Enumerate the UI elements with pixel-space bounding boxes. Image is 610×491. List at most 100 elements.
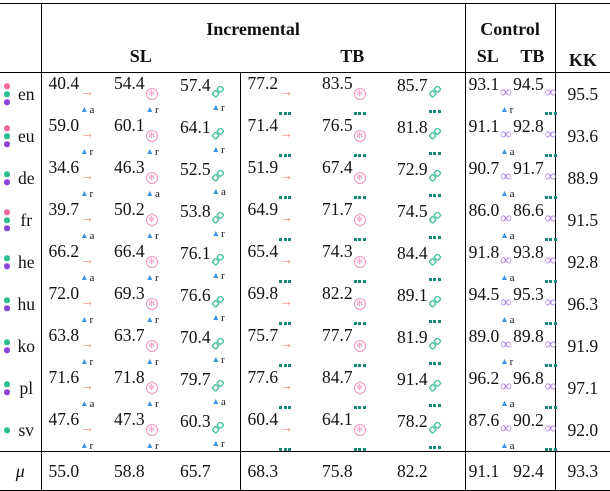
pink-dot-icon [4,83,10,89]
results-table: Incremental Control KK SL TB SL TB en 40.… [0,3,610,491]
cell-markers [428,170,442,197]
value-cell: 96.8 ∞ [510,367,557,409]
pink-dot-icon [4,209,10,215]
cell-value: 91.4 [397,369,428,389]
double-diamond-icon [211,296,225,308]
triangle-r-icon: ▲ r [211,144,225,156]
table-header: Incremental Control KK SL TB SL TB [0,3,610,73]
cell-markers: → [279,380,293,409]
cell-value: 71.4 [247,115,279,135]
value-cell: 66.2 → ▲ a [41,241,107,284]
arrow-icon: → [80,337,95,352]
cell-value: 59.0 [48,115,80,135]
double-diamond-icon [211,380,225,392]
cell-markers: → [279,422,293,451]
cell-value: 72.9 [397,159,428,179]
triangle-r-icon: ▲ r [145,272,159,284]
cell-value: 89.8 [513,325,544,346]
flower-icon: ✻ [145,130,158,142]
incremental-header: Incremental [41,3,466,41]
dotted-line-icon [428,446,441,449]
cell-markers: ✻ [353,130,367,157]
cell-markers: ▲ r [211,296,225,324]
flower-icon: ✻ [353,298,366,310]
double-diamond-icon [211,212,225,224]
cell-markers: → [279,337,294,367]
value-cell: 77.6 → [240,367,315,409]
arrow-icon: → [80,253,95,268]
mean-value-cell: 75.8 [315,451,390,491]
cell-markers: ∞ [544,420,558,451]
language-cell: hu [0,283,42,325]
value-cell: 71.8 ✻ ▲ r [107,367,173,410]
purple-dot-icon [4,225,10,231]
table-row: fr 39.7 → ▲ a 50.2 ✻ ▲ r 53.8 ▲ r 64.9 → 71.7 ✻ 74.5 86.0… [0,199,610,242]
infinity-icon: ∞ [500,335,512,353]
infinity-icon: ∞ [544,83,557,101]
cell-markers: → ▲ r [80,422,94,452]
cell-value: 64.9 [247,199,279,219]
pink-dot-icon [4,125,10,131]
green-dot-icon [4,297,10,303]
cell-markers [428,380,442,407]
value-cell: 94.5 ∞ ▲ a [465,283,515,326]
flower-icon: ✻ [145,382,158,394]
value-cell: 54.4 ✻ ▲ r [107,72,173,116]
triangle-r-icon: ▲ r [211,354,225,366]
cell-value: 69.3 [114,283,145,303]
cell-value: 96.8 [513,367,544,388]
language-label: en [17,83,35,104]
language-label: he [17,251,35,272]
language-label: fr [20,209,33,230]
kk-value-cell: 96.3 [567,293,599,314]
purple-dot-icon [4,179,10,185]
cell-markers: ✻ [353,172,367,199]
value-cell: 34.6 → ▲ r [41,157,107,200]
cell-value: 92.8 [513,115,544,136]
triangle-a-icon: ▲ a [80,272,95,284]
infinity-icon: ∞ [544,167,557,185]
cell-value: 63.8 [48,325,80,345]
value-cell: 46.3 ✻ ▲ a [107,157,173,200]
cell-value: 94.5 [513,73,544,94]
value-cell: 71.4 → [240,115,315,157]
value-cell: 94.5 ∞ [510,72,558,115]
double-diamond-icon [428,86,442,98]
language-cell: eu [0,115,42,157]
cell-markers [428,338,442,365]
dotted-line-icon [353,364,366,367]
purple-dot-icon [4,305,10,311]
cell-value: 95.3 [513,283,544,304]
double-diamond-icon [428,296,442,308]
value-cell: 92.8 ∞ [510,115,557,157]
cell-value: 66.2 [48,241,80,261]
arrow-icon: → [279,253,294,268]
cell-markers [428,128,442,155]
double-diamond-icon [428,380,442,392]
arrow-icon: → [279,337,294,352]
cell-markers: ∞ [544,83,558,115]
green-dot-icon [4,427,10,433]
value-cell: 76.6 ▲ r [173,283,241,325]
cell-markers: ✻ [353,256,367,283]
treebank-dots [4,427,10,433]
triangle-a-icon: ▲ a [500,145,515,158]
cell-value: 94.5 [468,283,500,304]
cell-markers: ✻ [353,340,367,367]
cell-markers: ✻ ▲ a [145,172,160,200]
cell-markers: → [279,212,293,241]
cell-markers: ∞ ▲ a [500,252,514,283]
kk-value-cell: 95.5 [555,72,610,115]
flower-icon: ✻ [353,88,366,100]
cell-markers [428,86,442,113]
cell-value: 96.2 [468,367,500,388]
cell-markers: ∞ ▲ r [500,335,513,367]
triangle-a-icon: ▲ a [80,398,95,410]
cell-markers: → [279,128,293,157]
value-cell: 71.6 → ▲ a [41,367,107,410]
value-cell: 91.1 ∞ ▲ a [465,115,515,158]
value-cell: 65.4 → [240,241,315,283]
cell-value: 52.5 [180,159,211,179]
flower-icon: ✻ [353,340,366,352]
mean-value-cell: 92.4 [510,451,556,491]
